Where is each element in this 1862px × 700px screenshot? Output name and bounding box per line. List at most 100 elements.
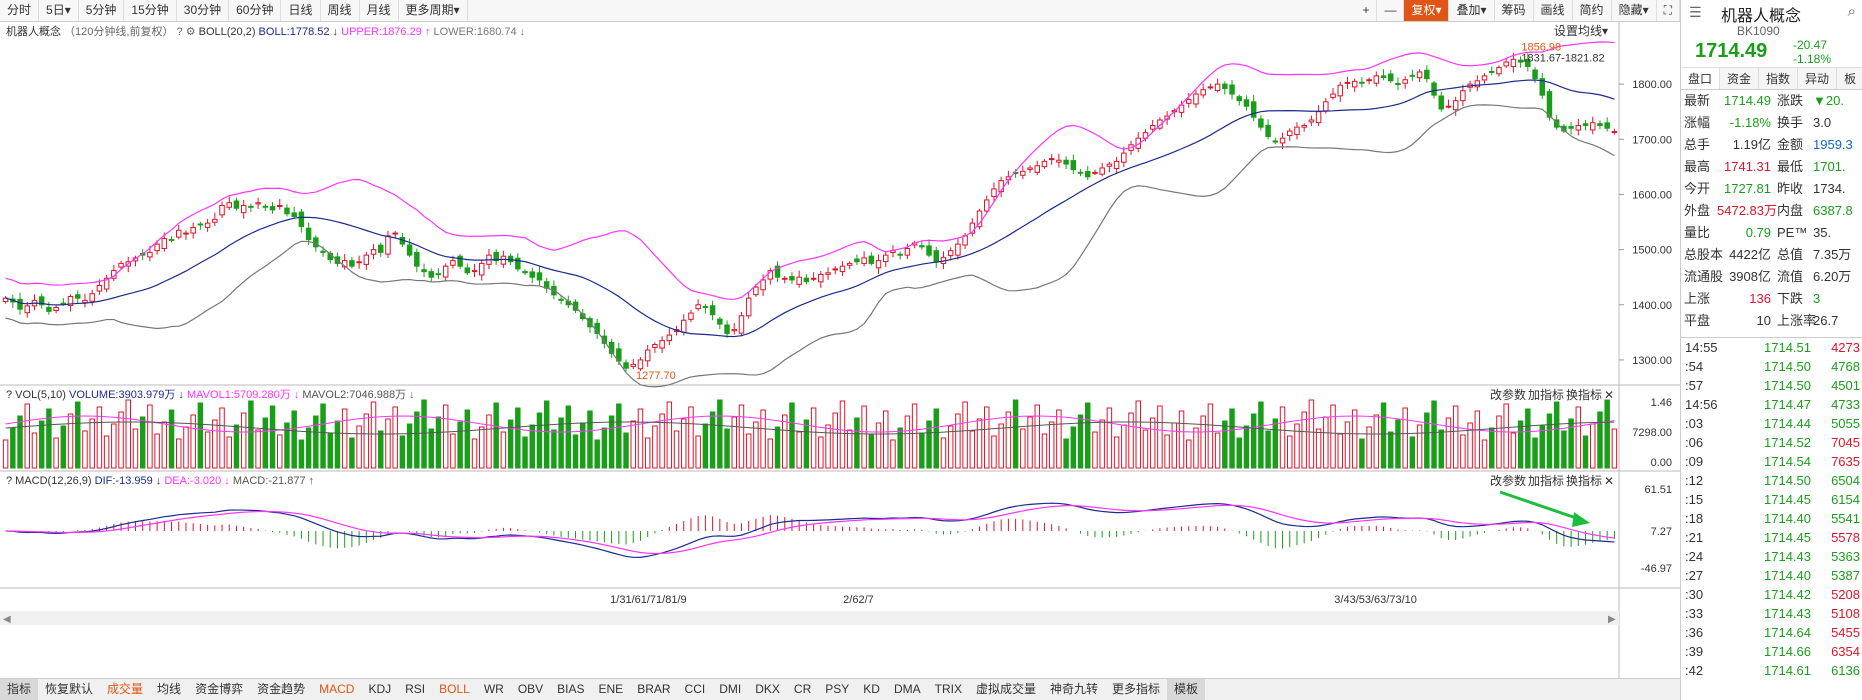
period-tab[interactable]: 更多周期▾ xyxy=(399,0,468,21)
period-tab[interactable]: 15分钟 xyxy=(124,0,177,21)
macd-panel-button[interactable]: 换指标 xyxy=(1566,473,1602,488)
candle-body xyxy=(1460,90,1466,102)
tool-button[interactable]: ⛶ xyxy=(1657,0,1680,21)
scrollbar-track[interactable] xyxy=(0,611,1619,625)
tool-button[interactable]: 复权▾ xyxy=(1404,0,1450,21)
volume-bar xyxy=(168,409,175,469)
candle-body xyxy=(1489,70,1495,73)
quote-tab[interactable]: 资金 xyxy=(1720,68,1760,89)
candle-body xyxy=(1424,69,1430,80)
candle-body xyxy=(1510,58,1517,67)
macd-panel-button[interactable]: 加指标 xyxy=(1528,473,1564,488)
tool-button[interactable]: + xyxy=(1355,0,1378,21)
candle-body xyxy=(212,218,218,223)
period-tab[interactable]: 月线 xyxy=(360,0,399,21)
indicator-tab[interactable]: DMI xyxy=(719,682,742,696)
tick-price: 1714.44 xyxy=(1764,416,1811,431)
candle-body xyxy=(803,277,810,283)
tool-button[interactable]: 画线 xyxy=(1534,0,1573,21)
volume-bar xyxy=(984,406,990,469)
indicator-tab[interactable]: 成交量 xyxy=(107,682,144,696)
tool-button[interactable]: 隐藏▾ xyxy=(1612,0,1657,21)
tool-button[interactable]: 简约 xyxy=(1573,0,1612,21)
scroll-left-icon[interactable]: ◀ xyxy=(3,614,11,625)
indicator-tab[interactable]: 虚拟成交量 xyxy=(975,682,1036,696)
indicator-tab[interactable]: BIAS xyxy=(557,682,585,696)
indicator-tab[interactable]: 资金博弈 xyxy=(195,682,244,696)
volume-bar xyxy=(1503,403,1509,469)
indicator-tab[interactable]: KDJ xyxy=(368,682,392,696)
indicator-tab[interactable]: DKX xyxy=(755,682,780,696)
quote-label: 最高 xyxy=(1684,159,1711,174)
volume-bar xyxy=(1373,414,1380,469)
period-tab[interactable]: 30分钟 xyxy=(177,0,230,21)
quote-tab[interactable]: 指数 xyxy=(1759,68,1799,89)
candle-body xyxy=(1604,122,1610,129)
indicator-tab[interactable]: BOLL xyxy=(439,682,470,696)
quote-tab[interactable]: 板 xyxy=(1837,68,1862,89)
macd-panel-button[interactable]: ✕ xyxy=(1604,474,1614,488)
indicator-tab[interactable]: KD xyxy=(863,682,880,696)
tick-time: :12 xyxy=(1685,473,1704,488)
vol-panel-button[interactable]: 换指标 xyxy=(1566,387,1602,402)
scroll-right-icon[interactable]: ▶ xyxy=(1608,614,1616,625)
volume-bar xyxy=(219,407,225,469)
tool-button[interactable]: 叠加▾ xyxy=(1449,0,1495,21)
menu-icon[interactable]: ☰ xyxy=(1689,4,1702,20)
period-tab[interactable]: 60分钟 xyxy=(229,0,282,21)
quote-tab[interactable]: 异动 xyxy=(1798,68,1838,89)
tick-row: :15 1714.45 6154 xyxy=(1681,490,1862,509)
indicator-tab[interactable]: CR xyxy=(793,682,812,696)
period-tab[interactable]: 5日▾ xyxy=(39,0,79,21)
vol-panel-button[interactable]: 加指标 xyxy=(1528,387,1564,402)
indicator-tab[interactable]: OBV xyxy=(517,682,544,696)
volume-bar xyxy=(1048,421,1055,469)
volume-bar xyxy=(536,412,543,469)
quote-label: 量比 xyxy=(1684,225,1711,240)
tick-volume: 6504 xyxy=(1831,473,1860,488)
vol-panel-button[interactable]: 改参数 xyxy=(1490,387,1526,402)
period-tab[interactable]: 周线 xyxy=(321,0,360,21)
ma-settings-button[interactable]: 设置均线▾ xyxy=(1554,24,1608,38)
indicator-tab[interactable]: 恢复默认 xyxy=(45,682,94,696)
quote-tab[interactable]: 盘口 xyxy=(1681,68,1721,89)
indicator-tab[interactable]: DMA xyxy=(893,682,921,696)
candle-body xyxy=(1308,119,1315,123)
search-icon[interactable]: ⌕ xyxy=(1847,3,1856,20)
indicator-tab[interactable]: WR xyxy=(483,682,504,696)
indicator-tab[interactable]: 均线 xyxy=(157,682,182,696)
candle-body xyxy=(190,227,196,234)
candle-body xyxy=(60,302,67,305)
tick-price: 1714.64 xyxy=(1764,625,1811,640)
kline-chart[interactable]: 1300.00 1400.00 1500.00 1600.00 1700.00 1800.… xyxy=(0,22,1680,678)
period-tab[interactable]: 5分钟 xyxy=(79,0,125,21)
indicator-tab[interactable]: TRIX xyxy=(934,682,962,696)
volume-bar xyxy=(991,435,997,469)
indicator-tab[interactable]: 模板 xyxy=(1167,679,1206,700)
candle-body xyxy=(717,318,723,325)
candle-body xyxy=(428,271,434,278)
period-tab[interactable]: 日线 xyxy=(281,0,321,21)
vol-panel-button[interactable]: ✕ xyxy=(1604,388,1614,402)
indicator-tab[interactable]: 神奇九转 xyxy=(1049,682,1098,696)
indicator-tab[interactable]: 指标 xyxy=(0,679,39,700)
volume-bar xyxy=(1460,434,1466,469)
tool-button[interactable]: — xyxy=(1377,0,1405,21)
period-tab[interactable]: 分时 xyxy=(0,0,40,21)
indicator-tab[interactable]: 资金趋势 xyxy=(257,682,306,696)
volume-bar xyxy=(262,417,269,469)
tool-button[interactable]: 筹码 xyxy=(1495,0,1534,21)
indicator-tab[interactable]: BRAR xyxy=(637,682,671,696)
indicator-tab[interactable]: 更多指标 xyxy=(1111,682,1160,696)
indicator-tab[interactable]: MACD xyxy=(319,682,355,696)
volume-bar xyxy=(688,406,694,469)
indicator-tab[interactable]: RSI xyxy=(405,682,426,696)
indicator-tab[interactable]: PSY xyxy=(825,682,850,696)
indicator-tab[interactable]: CCI xyxy=(684,682,706,696)
candle-body xyxy=(1027,167,1033,171)
tick-row: :09 1714.54 7635 xyxy=(1681,452,1862,471)
volume-bar xyxy=(616,403,622,469)
volume-bar xyxy=(803,419,810,469)
macd-panel-button[interactable]: 改参数 xyxy=(1490,473,1526,488)
indicator-tab[interactable]: ENE xyxy=(598,682,624,696)
